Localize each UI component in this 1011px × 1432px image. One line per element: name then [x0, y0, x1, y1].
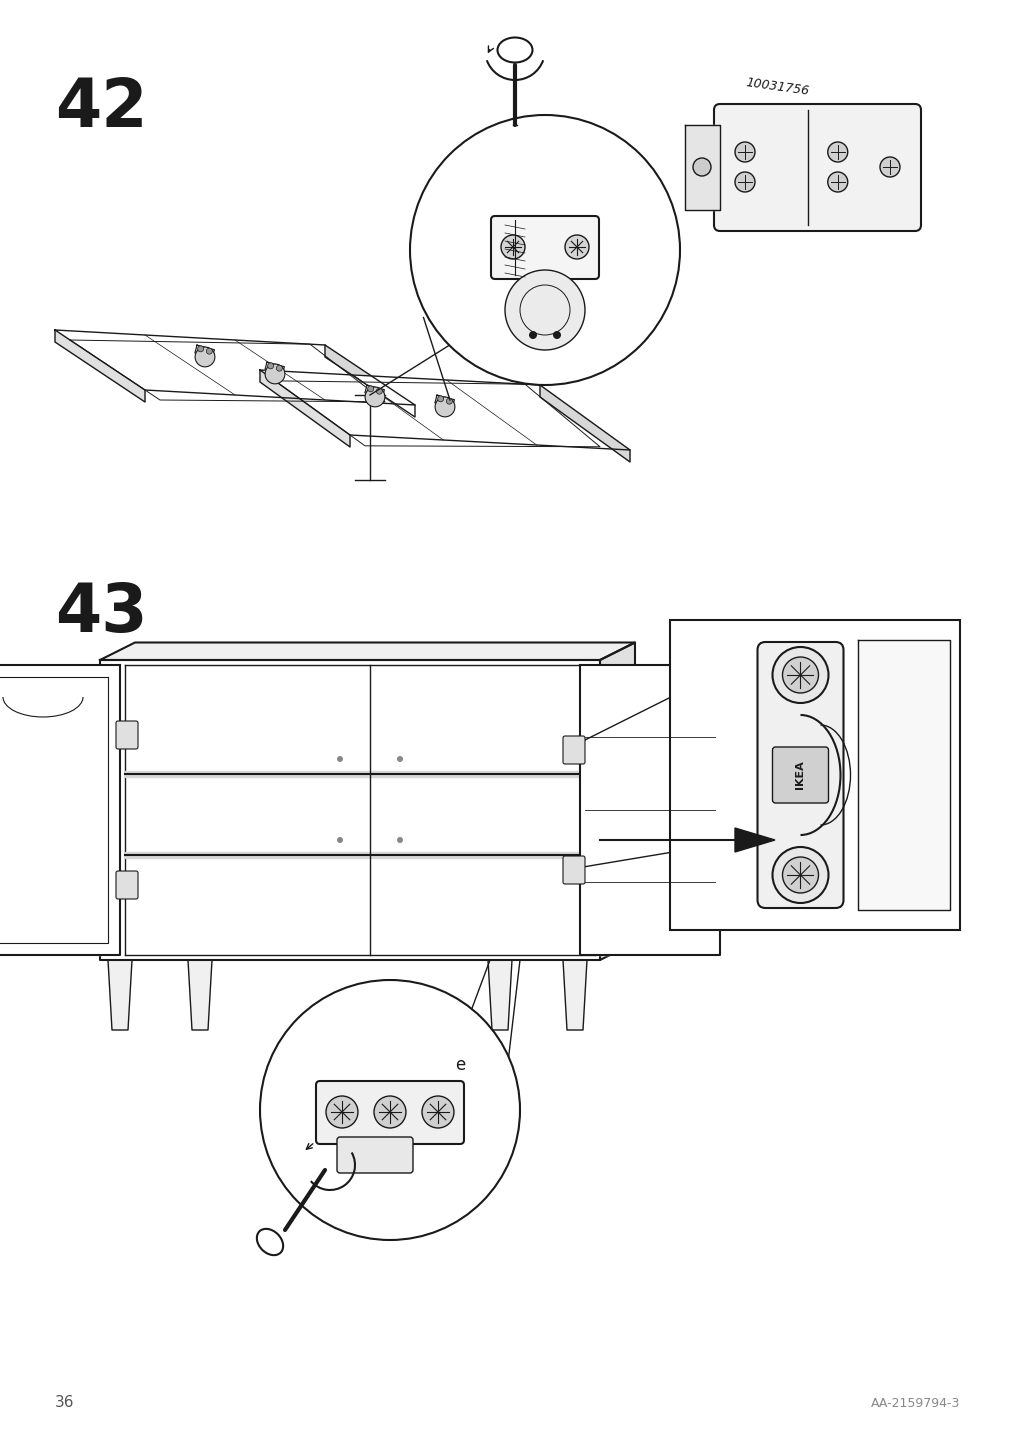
Polygon shape	[125, 770, 594, 778]
FancyBboxPatch shape	[771, 748, 828, 803]
Circle shape	[782, 856, 818, 894]
Text: 4x: 4x	[330, 995, 359, 1015]
Polygon shape	[600, 643, 634, 959]
Ellipse shape	[257, 1229, 283, 1256]
Polygon shape	[55, 329, 415, 405]
Text: e: e	[455, 1055, 465, 1074]
Circle shape	[396, 756, 402, 762]
Circle shape	[529, 331, 537, 339]
Circle shape	[265, 364, 285, 384]
Polygon shape	[684, 125, 719, 211]
Text: 10031756: 10031756	[744, 76, 810, 97]
Polygon shape	[540, 385, 630, 463]
Circle shape	[435, 397, 455, 417]
Circle shape	[564, 235, 588, 259]
Circle shape	[693, 158, 711, 176]
FancyBboxPatch shape	[714, 105, 920, 231]
Polygon shape	[265, 362, 284, 375]
Circle shape	[734, 142, 754, 162]
Circle shape	[374, 1095, 405, 1128]
Circle shape	[396, 836, 402, 843]
Polygon shape	[0, 664, 120, 955]
FancyBboxPatch shape	[490, 216, 599, 279]
Polygon shape	[857, 640, 949, 909]
Text: 43: 43	[55, 580, 148, 646]
FancyBboxPatch shape	[562, 736, 584, 765]
Circle shape	[504, 271, 584, 349]
Polygon shape	[734, 828, 774, 852]
Ellipse shape	[497, 37, 532, 63]
Circle shape	[827, 142, 847, 162]
Circle shape	[437, 395, 443, 402]
Circle shape	[771, 647, 828, 703]
Circle shape	[206, 348, 212, 354]
FancyBboxPatch shape	[116, 871, 137, 899]
Polygon shape	[487, 959, 512, 1030]
Circle shape	[782, 657, 818, 693]
FancyBboxPatch shape	[757, 642, 842, 908]
Circle shape	[409, 115, 679, 385]
Polygon shape	[100, 643, 634, 660]
Text: 36: 36	[55, 1395, 75, 1411]
FancyBboxPatch shape	[315, 1081, 463, 1144]
Bar	[669, 620, 959, 929]
Polygon shape	[435, 395, 454, 408]
Polygon shape	[365, 385, 384, 398]
Polygon shape	[260, 369, 350, 447]
Text: IKEA: IKEA	[795, 760, 805, 789]
Circle shape	[365, 387, 384, 407]
Polygon shape	[108, 959, 131, 1030]
Circle shape	[195, 347, 214, 367]
Polygon shape	[325, 345, 415, 417]
Circle shape	[337, 836, 343, 843]
Circle shape	[260, 979, 520, 1240]
Circle shape	[500, 235, 525, 259]
Circle shape	[337, 756, 343, 762]
Polygon shape	[125, 852, 594, 858]
Circle shape	[376, 388, 382, 394]
Text: AA-2159794-3: AA-2159794-3	[869, 1398, 959, 1411]
FancyBboxPatch shape	[562, 856, 584, 884]
Circle shape	[267, 362, 273, 369]
Circle shape	[367, 385, 373, 392]
Polygon shape	[562, 959, 586, 1030]
Circle shape	[771, 846, 828, 904]
Circle shape	[446, 398, 452, 404]
Polygon shape	[100, 660, 600, 959]
Polygon shape	[579, 664, 719, 955]
Circle shape	[326, 1095, 358, 1128]
Polygon shape	[195, 345, 214, 358]
Circle shape	[827, 172, 847, 192]
Polygon shape	[55, 329, 145, 402]
Circle shape	[734, 172, 754, 192]
Circle shape	[880, 158, 899, 178]
Polygon shape	[260, 369, 630, 450]
Circle shape	[422, 1095, 454, 1128]
Polygon shape	[188, 959, 211, 1030]
Circle shape	[552, 331, 560, 339]
Text: 2x: 2x	[420, 255, 449, 275]
Text: 42: 42	[55, 74, 148, 140]
Circle shape	[276, 365, 282, 371]
Circle shape	[197, 347, 203, 352]
FancyBboxPatch shape	[116, 720, 137, 749]
FancyBboxPatch shape	[337, 1137, 412, 1173]
